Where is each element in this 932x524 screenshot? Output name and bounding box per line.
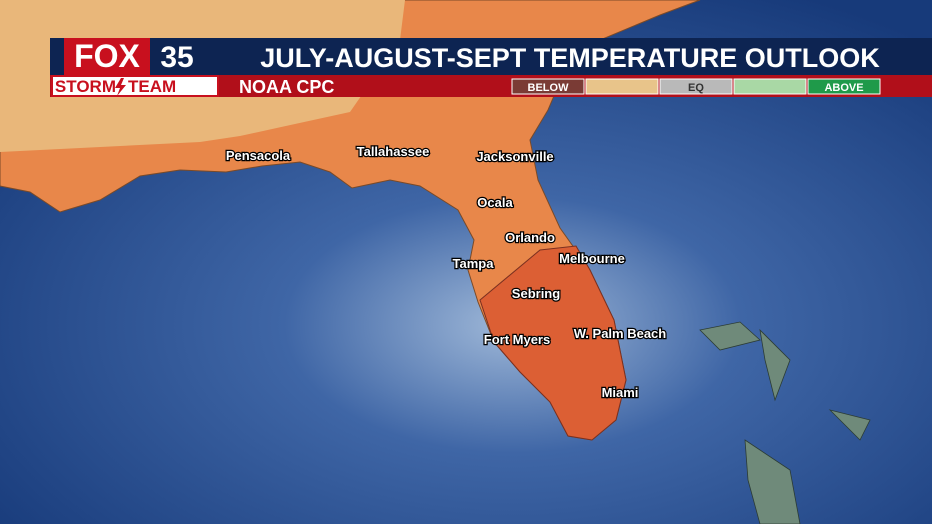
title: JULY-AUGUST-SEPT TEMPERATURE OUTLOOK [260, 43, 880, 73]
legend-swatch [659, 78, 733, 95]
city-labels: Pensacola Tallahassee Jacksonville Ocala Orl… [225, 143, 668, 402]
city-label: W. Palm Beach [574, 326, 667, 341]
city-label: Fort Myers [484, 332, 550, 347]
legend-label: BELOW [528, 82, 570, 94]
legend-label: EQ [688, 82, 704, 94]
legend-label: ABOVE [824, 82, 863, 94]
city-label: Ocala [477, 195, 513, 210]
title-bar [50, 38, 932, 75]
source: NOAA CPC [239, 77, 334, 97]
city-label: Pensacola [226, 148, 291, 163]
city-label: Melbourne [559, 251, 625, 266]
land-likely-above [479, 245, 627, 441]
city-label: Jacksonville [476, 149, 553, 164]
legend-swatch [733, 78, 807, 95]
logo-box [64, 38, 150, 75]
city-label: Tallahassee [357, 144, 430, 159]
bolt-icon [115, 78, 126, 96]
team-right: TEAM [128, 77, 176, 96]
city-label: Orlando [505, 230, 555, 245]
city-label: Miami [602, 385, 639, 400]
bahamas-cuba [699, 321, 871, 524]
legend-swatch [585, 78, 659, 95]
city-label: Tampa [453, 256, 495, 271]
city-label: Sebring [512, 286, 560, 301]
logo: FOX [74, 38, 140, 74]
channel: 35 [160, 41, 193, 74]
legend: BELOW EQ ABOVE [511, 78, 881, 95]
team-left: STORM [55, 77, 116, 96]
team-box [51, 75, 219, 97]
legend-swatch [807, 78, 881, 95]
legend-swatch [511, 78, 585, 95]
